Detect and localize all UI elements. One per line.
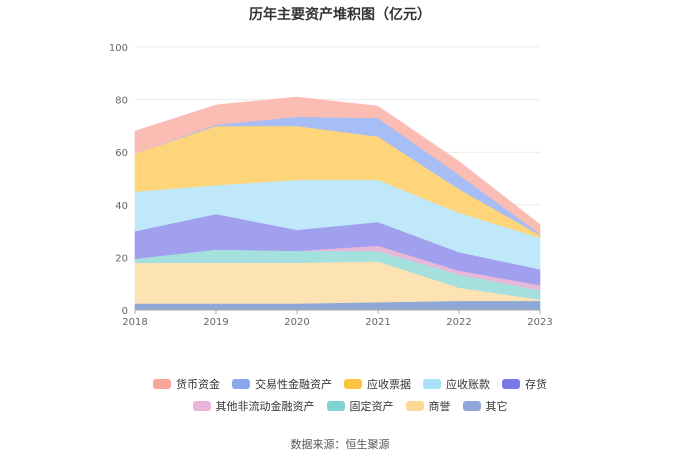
- y-tick-label: 20: [115, 253, 128, 264]
- legend-item[interactable]: 商誉: [405, 398, 451, 414]
- legend-label: 存货: [525, 378, 547, 391]
- legend-swatch: [326, 401, 345, 411]
- legend-swatch: [502, 379, 520, 389]
- data-source-note: 数据来源：恒生聚源: [290, 438, 390, 451]
- axes: 0 20 40 60 80 100 2018 2019 2020 2021 2022 2023: [109, 43, 553, 328]
- chart-title: 历年主要资产堆积图（亿元）: [249, 7, 431, 23]
- x-tick-label: 2019: [203, 317, 228, 328]
- legend-swatch: [344, 379, 362, 389]
- legend-label: 货币资金: [176, 378, 220, 391]
- area-货币资金[interactable]: [134, 96, 541, 235]
- legend-item[interactable]: 交易性金融资产: [232, 376, 332, 392]
- x-tick-label: 2023: [527, 317, 552, 328]
- legend-row: 货币资金 交易性金融资产 应收票据 应收账款 存货: [150, 376, 550, 392]
- legend-row: 其他非流动金融资产 固定资产 商誉 其它: [150, 398, 550, 414]
- legend-label: 其他非流动金融资产: [215, 400, 315, 413]
- legend-label: 其它: [485, 400, 508, 413]
- legend-label: 应收账款: [446, 378, 490, 391]
- y-tick-label: 60: [115, 148, 128, 159]
- legend-item[interactable]: 其它: [462, 398, 508, 414]
- legend-swatch: [192, 401, 211, 411]
- legend-label: 应收票据: [367, 378, 411, 391]
- y-tick-label: 0: [122, 306, 128, 317]
- legend-item[interactable]: 固定资产: [326, 398, 394, 414]
- area-series: [134, 96, 541, 311]
- x-tick-label: 2020: [284, 317, 309, 328]
- x-tick-label: 2022: [446, 317, 471, 328]
- legend: 货币资金 交易性金融资产 应收票据 应收账款 存货其他非流动金融资产 固定资产 商誉 其它: [150, 376, 550, 420]
- legend-item[interactable]: 货币资金: [153, 376, 220, 392]
- y-tick-label: 40: [115, 201, 128, 212]
- x-tick-label: 2018: [122, 317, 147, 328]
- legend-swatch: [405, 401, 424, 411]
- legend-item[interactable]: 应收票据: [344, 376, 411, 392]
- legend-swatch: [232, 379, 250, 389]
- legend-label: 交易性金融资产: [255, 378, 332, 391]
- legend-label: 商誉: [428, 400, 451, 413]
- y-tick-label: 100: [109, 43, 128, 54]
- legend-item[interactable]: 存货: [502, 376, 547, 392]
- legend-swatch: [153, 379, 171, 389]
- legend-item[interactable]: 应收账款: [423, 376, 490, 392]
- x-tick-label: 2021: [365, 317, 390, 328]
- legend-item[interactable]: 其他非流动金融资产: [192, 398, 315, 414]
- stacked-area-chart: 0 20 40 60 80 100 2018 2019 2020 2021 2022 2023: [109, 43, 553, 328]
- y-tick-label: 80: [115, 96, 128, 107]
- legend-label: 固定资产: [349, 400, 394, 413]
- legend-swatch: [462, 401, 481, 411]
- legend-swatch: [423, 379, 441, 389]
